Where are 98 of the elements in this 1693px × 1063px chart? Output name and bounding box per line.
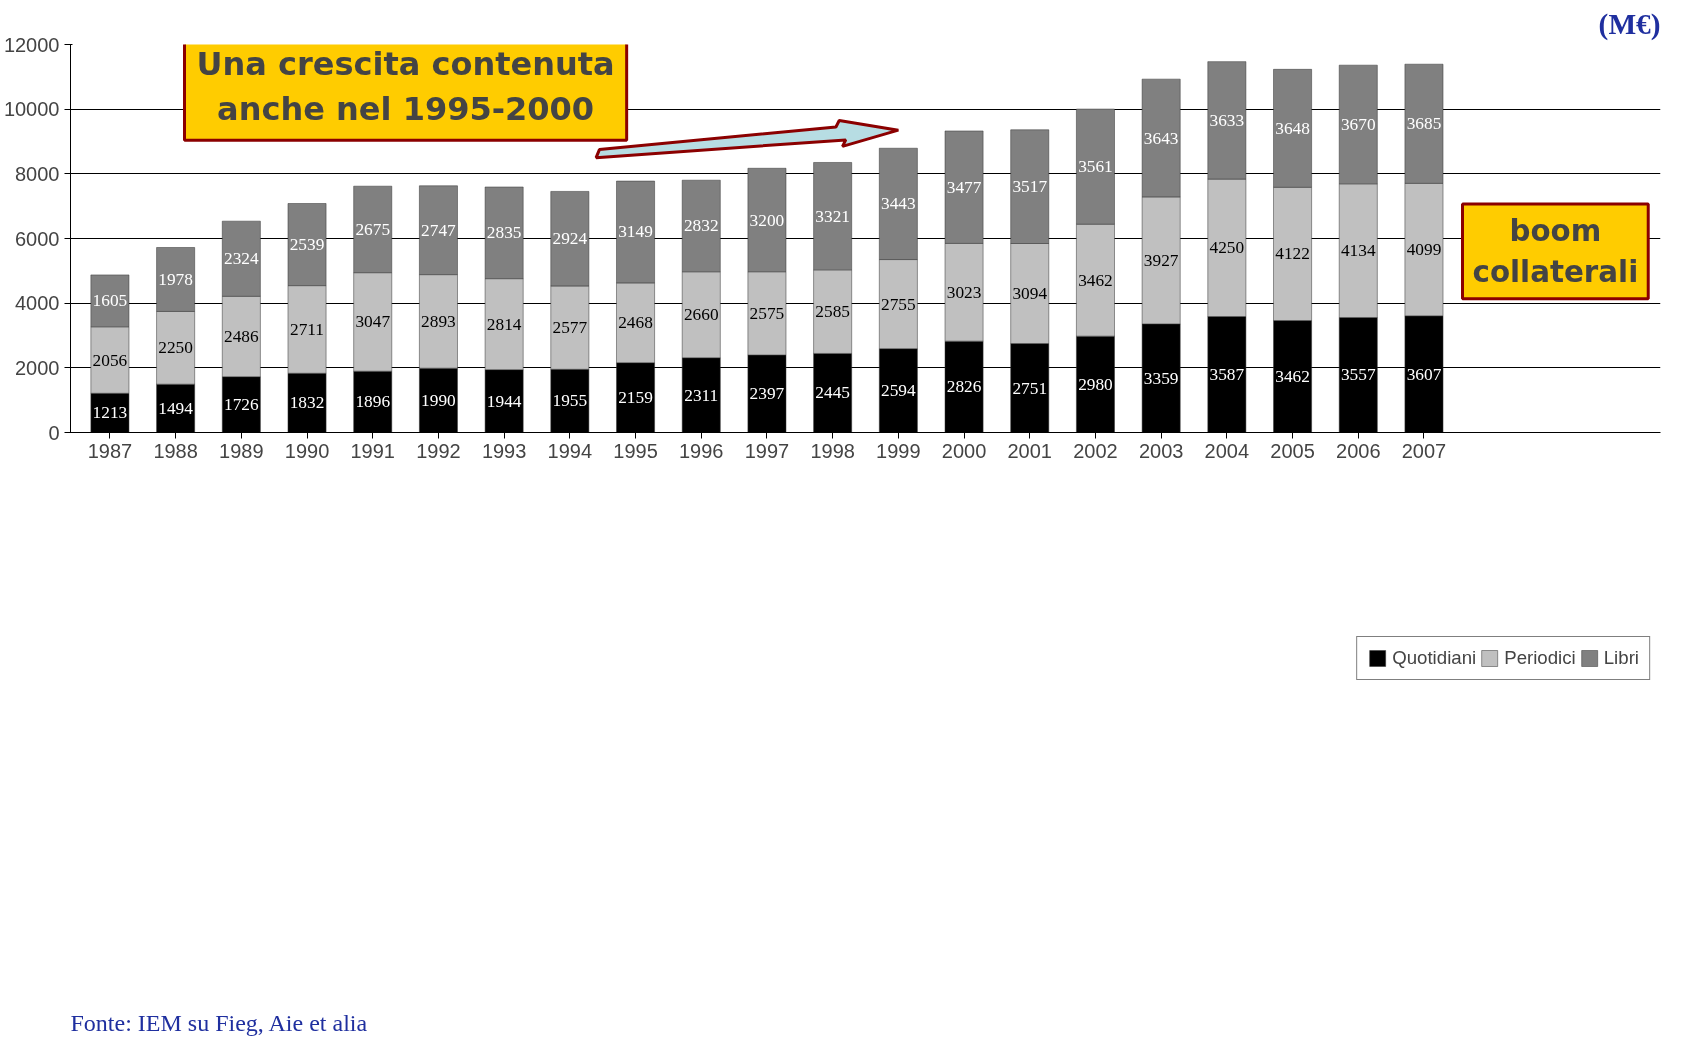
data-label: 2594 [881, 381, 917, 401]
data-label: 1978 [158, 269, 193, 289]
text: (M€) [1598, 7, 1661, 41]
data-label: 3047 [355, 312, 391, 332]
data-label: 2539 [289, 235, 325, 255]
data-label: 2056 [92, 350, 128, 370]
data-label: 1605 [92, 291, 128, 311]
y-tick-label: 12000 [3, 33, 60, 56]
data-label: 1944 [486, 391, 522, 411]
x-tick-label: 1994 [547, 439, 593, 462]
data-label: 3670 [1340, 114, 1376, 134]
x-tick-label: 1992 [416, 439, 461, 462]
data-label: 2751 [1012, 378, 1048, 398]
data-label: 3643 [1143, 128, 1179, 148]
y-tick-label: 0 [48, 421, 60, 444]
data-label: 4099 [1406, 240, 1442, 260]
x-tick-label: 2000 [941, 439, 987, 462]
data-label: 3359 [1143, 368, 1179, 388]
data-label: 3633 [1209, 110, 1245, 130]
x-tick-label: 2001 [1007, 439, 1053, 462]
data-label: 3443 [881, 194, 916, 214]
x-tick-label: 2004 [1204, 439, 1250, 462]
data-label: 2445 [815, 383, 850, 403]
x-tick-label: 1989 [219, 439, 264, 462]
data-label: 3200 [749, 210, 785, 230]
data-label: 2159 [618, 388, 653, 408]
data-label: 4122 [1275, 244, 1310, 264]
data-label: 2675 [355, 219, 391, 239]
data-label: 2250 [158, 338, 193, 358]
y-tick-label: 8000 [15, 162, 60, 185]
y-tick-label: 4000 [15, 292, 60, 315]
data-label: 2747 [421, 220, 457, 240]
x-tick-label: 2007 [1401, 439, 1447, 462]
data-label: 3557 [1340, 365, 1376, 385]
x-tick-label: 1999 [876, 439, 921, 462]
data-label: 1494 [158, 398, 194, 418]
data-label: 1726 [224, 395, 259, 415]
data-label: 2660 [683, 305, 719, 325]
data-label: 2755 [881, 294, 916, 314]
data-label: 1832 [289, 393, 325, 413]
data-label: 1955 [552, 391, 588, 411]
x-tick-label: 1998 [810, 439, 855, 462]
data-label: 3462 [1078, 270, 1113, 290]
x-tick-label: 1996 [679, 439, 724, 462]
data-label: 2924 [552, 229, 588, 249]
data-label: 2397 [749, 384, 785, 404]
data-label: 2980 [1078, 374, 1113, 394]
x-tick-label: 1995 [613, 439, 658, 462]
data-label: 1990 [421, 390, 456, 410]
data-label: 2585 [815, 302, 850, 322]
data-label: 2324 [224, 249, 259, 269]
source-note: Fonte: IEM su Fieg, Aie et alia [70, 1009, 368, 1036]
legend-label: Quotidiani [1392, 647, 1477, 669]
data-label: 1213 [92, 403, 128, 423]
y-tick-label: 2000 [15, 356, 60, 379]
data-label: 3927 [1143, 250, 1179, 270]
data-label: 4134 [1340, 241, 1376, 261]
data-label: 3094 [1012, 284, 1048, 304]
x-tick-label: 1991 [350, 439, 395, 462]
data-label: 3517 [1012, 177, 1048, 197]
data-label: 2311 [684, 385, 719, 405]
data-label: 3023 [946, 282, 982, 302]
data-label: 2893 [421, 311, 456, 331]
data-label: 2486 [224, 327, 259, 346]
data-label: 2835 [486, 223, 522, 243]
legend-label: Periodici [1504, 647, 1576, 669]
x-tick-label: 2005 [1270, 439, 1315, 462]
x-tick-label: 2003 [1138, 439, 1184, 462]
data-label: 2832 [683, 216, 719, 236]
legend-label: Libri [1603, 647, 1639, 669]
data-label: 3648 [1275, 118, 1310, 138]
data-label: 2575 [749, 303, 785, 323]
data-label: 2814 [486, 314, 522, 334]
data-label: 2577 [552, 318, 588, 338]
x-tick-label: 1988 [153, 439, 198, 462]
data-label: 2468 [618, 313, 653, 333]
data-label: 3587 [1209, 365, 1245, 385]
y-tick-label: 10000 [3, 98, 60, 121]
data-label: 2711 [290, 319, 325, 339]
data-label: 3477 [946, 177, 982, 197]
data-label: 3462 [1275, 367, 1310, 387]
data-label: 1896 [355, 392, 391, 412]
x-tick-label: 1987 [87, 439, 133, 462]
data-label: 4250 [1209, 238, 1245, 258]
data-label: 3149 [618, 222, 653, 242]
y-tick-label: 6000 [15, 227, 60, 250]
data-label: 3607 [1406, 364, 1442, 384]
annotation: Una crescita contenuta anche nel 1995-2000 [196, 44, 615, 129]
x-tick-label: 1990 [284, 439, 330, 462]
x-tick-label: 1993 [481, 439, 527, 462]
data-label: 3685 [1406, 114, 1442, 134]
data-label: 2826 [946, 377, 982, 397]
data-label: 3321 [815, 206, 850, 226]
x-tick-label: 1997 [744, 439, 790, 462]
text: boom collaterali [1472, 214, 1639, 289]
data-label: 3561 [1078, 157, 1113, 177]
x-tick-label: 2002 [1073, 439, 1118, 462]
x-tick-label: 2006 [1336, 439, 1381, 462]
